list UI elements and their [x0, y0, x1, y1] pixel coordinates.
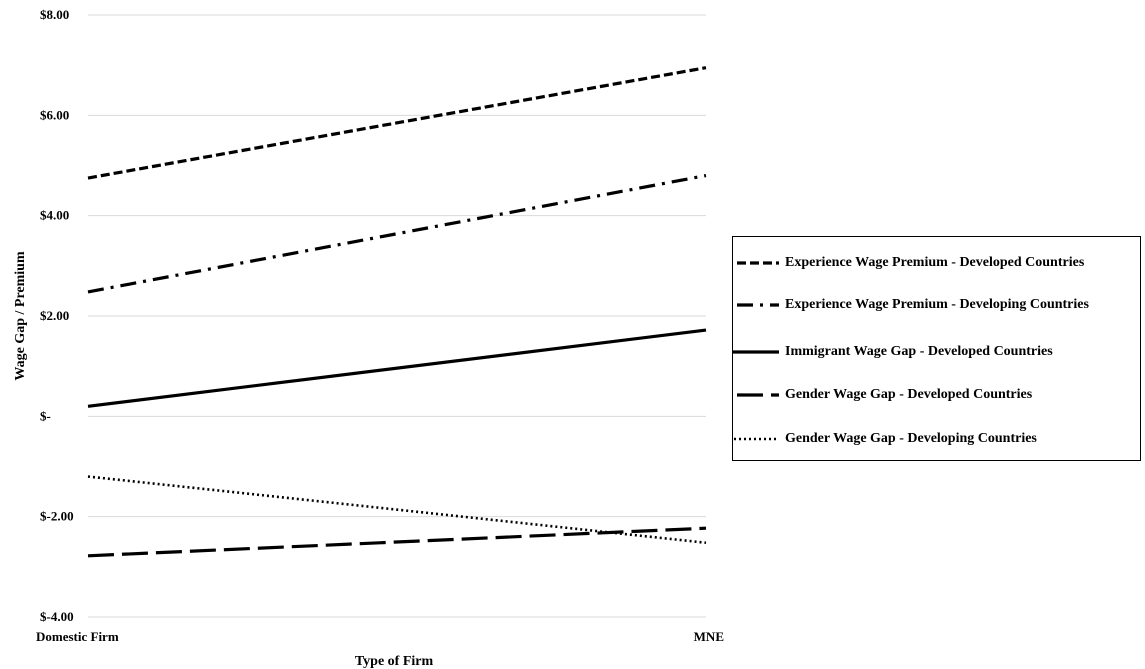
legend-item: Immigrant Wage Gap - Developed Countries — [733, 342, 1053, 362]
y-tick-label: $- — [40, 408, 51, 423]
legend-swatch-gender-developing — [734, 437, 779, 441]
legend-item: Gender Wage Gap - Developing Countries — [733, 429, 1037, 449]
y-tick-label: $4.00 — [40, 208, 69, 223]
y-tick-label: $-2.00 — [40, 509, 74, 524]
y-tick-label: $6.00 — [40, 107, 69, 122]
y-tick-label: $2.00 — [40, 308, 69, 323]
legend-label: Experience Wage Premium - Developed Coun… — [785, 255, 1085, 270]
series-lines — [87, 66, 707, 558]
series-line-3 — [87, 526, 707, 558]
x-axis-ticks: Domestic Firm MNE — [36, 629, 724, 644]
legend-item: Experience Wage Premium - Developed Coun… — [733, 253, 1084, 273]
legend-item: Experience Wage Premium - Developing Cou… — [733, 295, 1089, 315]
legend-swatch-experience-developing — [737, 303, 779, 307]
legend-item: Gender Wage Gap - Developed Countries — [733, 385, 1032, 405]
series-line-0 — [87, 66, 707, 180]
legend: Experience Wage Premium - Developed Coun… — [732, 236, 1141, 461]
x-tick-label: MNE — [694, 629, 724, 644]
legend-label: Gender Wage Gap - Developing Countries — [785, 431, 1037, 446]
legend-label: Immigrant Wage Gap - Developed Countries — [785, 344, 1053, 359]
series-line-1 — [87, 173, 707, 294]
y-axis-title: Wage Gap / Premium — [13, 251, 28, 381]
gridlines — [88, 14, 706, 618]
y-tick-label: $-4.00 — [40, 609, 74, 624]
legend-label: Gender Wage Gap - Developed Countries — [785, 387, 1033, 402]
legend-label: Experience Wage Premium - Developing Cou… — [785, 297, 1089, 312]
y-axis-ticks: $8.00 $6.00 $4.00 $2.00 $- $-2.00 $-4.00 — [40, 7, 74, 624]
x-axis-title: Type of Firm — [355, 654, 434, 669]
legend-swatch-experience-developed — [737, 261, 779, 265]
series-line-4 — [87, 475, 707, 545]
y-tick-label: $8.00 — [40, 7, 69, 22]
x-tick-label: Domestic Firm — [36, 629, 119, 644]
legend-swatch-gender-developed — [737, 393, 779, 397]
legend-swatch-immigrant-developed — [733, 350, 779, 354]
series-line-2 — [87, 328, 707, 408]
